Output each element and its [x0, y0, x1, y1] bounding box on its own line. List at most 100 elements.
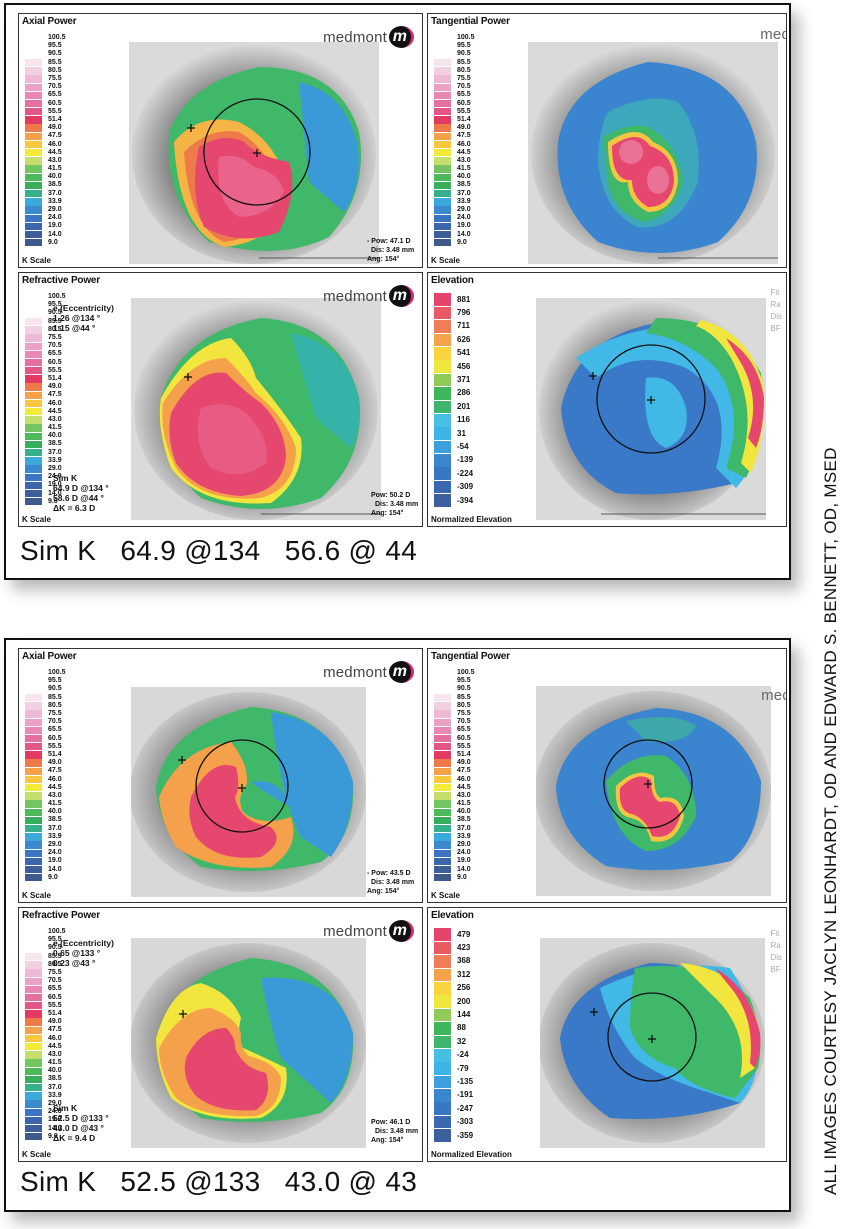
- color-swatch: [25, 726, 42, 735]
- color-swatch: [25, 734, 42, 743]
- color-swatch: [434, 108, 451, 116]
- legend-value: 44.5: [457, 783, 471, 791]
- color-swatch: [25, 685, 42, 694]
- color-swatch: [434, 693, 451, 702]
- legend-value: 90.5: [457, 50, 471, 58]
- medmont-logo-partial: med: [760, 26, 786, 43]
- legend-value: 40.0: [457, 808, 471, 816]
- legend-row: 711: [434, 320, 473, 333]
- legend-row: 100.5: [25, 34, 66, 42]
- legend-row: 14.0: [25, 231, 66, 239]
- legend-value: 44.5: [48, 783, 62, 791]
- legend-value: -24: [457, 1050, 469, 1060]
- legend-value: 51.4: [48, 750, 62, 758]
- color-swatch: [25, 358, 42, 367]
- legend-value: 116: [457, 415, 470, 425]
- map-readout: - Pow: 47.1 D Dis: 3.48 mm Ang: 154°: [367, 238, 415, 263]
- axial-power-map: [131, 687, 366, 897]
- legend-row: 65.5: [25, 985, 66, 994]
- color-swatch: [434, 360, 451, 373]
- legend-value: 65.5: [48, 91, 62, 99]
- legend-value: 47.5: [457, 767, 471, 775]
- legend-value: 80.5: [457, 701, 471, 709]
- legend-row: 47.5: [25, 1026, 66, 1035]
- legend-row: 33.9: [25, 457, 66, 465]
- legend-value: 626: [457, 334, 471, 344]
- color-swatch: [434, 677, 451, 685]
- legend-value: 60.5: [48, 734, 62, 742]
- color-swatch: [25, 489, 42, 498]
- color-swatch: [25, 124, 42, 132]
- legend-row: 60.5: [25, 100, 66, 108]
- color-swatch: [25, 342, 42, 350]
- legend-value: 80.5: [457, 66, 471, 74]
- legend-value: 85.5: [48, 58, 62, 66]
- color-swatch: [25, 743, 42, 751]
- color-swatch: [25, 677, 42, 685]
- color-swatch: [25, 824, 42, 833]
- legend-value: 256: [457, 983, 471, 993]
- legend-value: -79: [457, 1063, 469, 1073]
- color-swatch: [434, 751, 451, 759]
- color-swatch: [25, 440, 42, 449]
- legend-row: -394: [434, 494, 473, 507]
- axial-power-panel: Axial Power 100.5 95.5 90.5 85.5 80.5 75.5 70.…: [18, 13, 423, 268]
- color-swatch: [25, 181, 42, 190]
- color-swatch: [25, 1059, 42, 1067]
- legend-value: 9.0: [457, 873, 467, 881]
- legend-row: -191: [434, 1089, 473, 1102]
- medmont-logo: medmont m: [323, 26, 414, 48]
- panel-title: Axial Power: [22, 651, 77, 662]
- legend-row: 55.5: [25, 1002, 66, 1010]
- legend-value: 19.0: [48, 1116, 62, 1124]
- legend-value: 40.0: [457, 173, 471, 181]
- legend-value: 38.5: [457, 816, 471, 824]
- legend-row: 65.5: [25, 91, 66, 100]
- legend-value: 456: [457, 361, 471, 371]
- color-swatch: [25, 784, 42, 792]
- color-swatch: [25, 977, 42, 985]
- legend-value: 65.5: [48, 350, 62, 358]
- k-scale-legend: 100.5 95.5 90.5 85.5 80.5 75.5 70.5 65.5 60.5 55.…: [25, 928, 66, 1141]
- color-swatch: [434, 75, 451, 83]
- refractive-power-map: [131, 938, 366, 1148]
- legend-row: 95.5: [434, 677, 475, 685]
- legend-value: 47.5: [457, 132, 471, 140]
- legend-row: 65.5: [25, 726, 66, 735]
- color-swatch: [25, 116, 42, 124]
- color-swatch: [25, 198, 42, 206]
- legend-row: 37.0: [25, 449, 66, 457]
- legend-value: 100.5: [48, 34, 66, 42]
- legend-value: 65.5: [457, 726, 471, 734]
- legend-row: 19.0: [25, 1116, 66, 1125]
- legend-row: 24.0: [25, 849, 66, 857]
- legend-row: 88: [434, 1022, 473, 1035]
- legend-value: 37.0: [48, 189, 62, 197]
- legend-row: 95.5: [25, 301, 66, 309]
- legend-value: 51.4: [48, 115, 62, 123]
- legend-row: 29.0: [25, 1100, 66, 1108]
- color-swatch: [434, 173, 451, 181]
- elevation-panel: Elevation 881 796 711 626 541 456 371 286 201 116…: [427, 272, 787, 527]
- color-swatch: [434, 743, 451, 751]
- legend-row: 46.0: [25, 775, 66, 784]
- color-swatch: [434, 824, 451, 833]
- legend-value: 49.0: [48, 124, 62, 132]
- tangential-power-panel: Tangential Power 100.5 95.5 90.5 85.5 80.5 75…: [427, 13, 787, 268]
- legend-row: 85.5: [434, 59, 475, 67]
- eccentricity-info: e (Eccentricity) 0.65 @133 ° 0.23 @43 °: [53, 938, 114, 968]
- color-swatch: [25, 936, 42, 944]
- legend-row: 75.5: [25, 334, 66, 342]
- topography-case-2: Axial Power 100.5 95.5 90.5 85.5 80.5 75.5 70.…: [4, 638, 791, 1212]
- legend-row: 423: [434, 941, 473, 955]
- legend-value: 47.5: [48, 767, 62, 775]
- legend-value: 85.5: [48, 693, 62, 701]
- legend-value: 41.5: [457, 800, 471, 808]
- legend-value: 41.5: [457, 165, 471, 173]
- legend-value: 51.4: [48, 1009, 62, 1017]
- color-swatch: [434, 140, 451, 149]
- color-swatch: [434, 1022, 451, 1035]
- legend-row: 116: [434, 413, 473, 427]
- legend-value: 24.0: [48, 849, 62, 857]
- color-swatch: [25, 944, 42, 953]
